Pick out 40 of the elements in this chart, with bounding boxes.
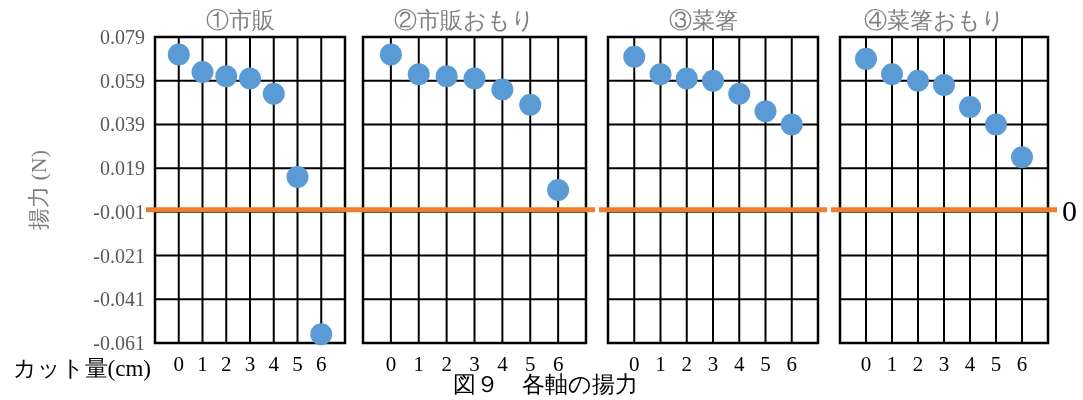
x-tick-label: 1 xyxy=(413,352,424,376)
x-tick-label: 1 xyxy=(655,352,666,376)
y-axis-title: 揚力 (N) xyxy=(26,149,51,231)
x-axis-title: カット量(cm) xyxy=(12,356,151,381)
ref-line-label: 0 xyxy=(1062,193,1077,227)
chart-title: ②市販おもり xyxy=(394,8,535,33)
x-tick-label: 3 xyxy=(244,352,256,376)
x-tick-label: 0 xyxy=(860,352,872,376)
x-tick-label: 6 xyxy=(1016,352,1028,376)
y-tick-label: 0.059 xyxy=(100,69,145,92)
x-tick-label: 6 xyxy=(316,352,327,376)
chart-title: ③菜箸 xyxy=(668,8,738,33)
y-tick-label: -0.001 xyxy=(93,200,145,223)
chart-title: ④菜箸おもり xyxy=(863,8,1005,33)
y-tick-label: 0.039 xyxy=(100,113,145,136)
x-tick-label: 4 xyxy=(497,352,509,376)
x-tick-label: 3 xyxy=(707,352,719,376)
y-tick-label: -0.021 xyxy=(93,244,145,267)
x-tick-label: 2 xyxy=(681,352,692,376)
x-tick-label: 0 xyxy=(173,352,184,376)
chart-title: ①市販 xyxy=(205,8,275,33)
x-tick-label: 5 xyxy=(760,352,771,376)
x-tick-label: 1 xyxy=(886,352,898,376)
x-tick-label: 2 xyxy=(221,352,232,376)
x-tick-label: 2 xyxy=(912,352,924,376)
y-tick-label: 0.079 xyxy=(100,26,145,48)
x-tick-label: 5 xyxy=(292,352,303,376)
y-tick-label: -0.061 xyxy=(93,332,145,354)
x-tick-label: 1 xyxy=(197,352,208,376)
x-tick-label: 3 xyxy=(938,352,950,376)
x-tick-label: 0 xyxy=(385,352,397,376)
y-tick-label: -0.041 xyxy=(93,288,145,311)
x-tick-label: 4 xyxy=(734,352,745,376)
x-tick-label: 4 xyxy=(964,352,976,376)
x-tick-label: 2 xyxy=(441,352,452,376)
x-tick-label: 6 xyxy=(786,352,797,376)
y-tick-label: 0.019 xyxy=(100,157,145,180)
x-tick-label: 0 xyxy=(629,352,640,376)
x-tick-label: 4 xyxy=(268,352,280,376)
x-tick-label: 5 xyxy=(990,352,1002,376)
